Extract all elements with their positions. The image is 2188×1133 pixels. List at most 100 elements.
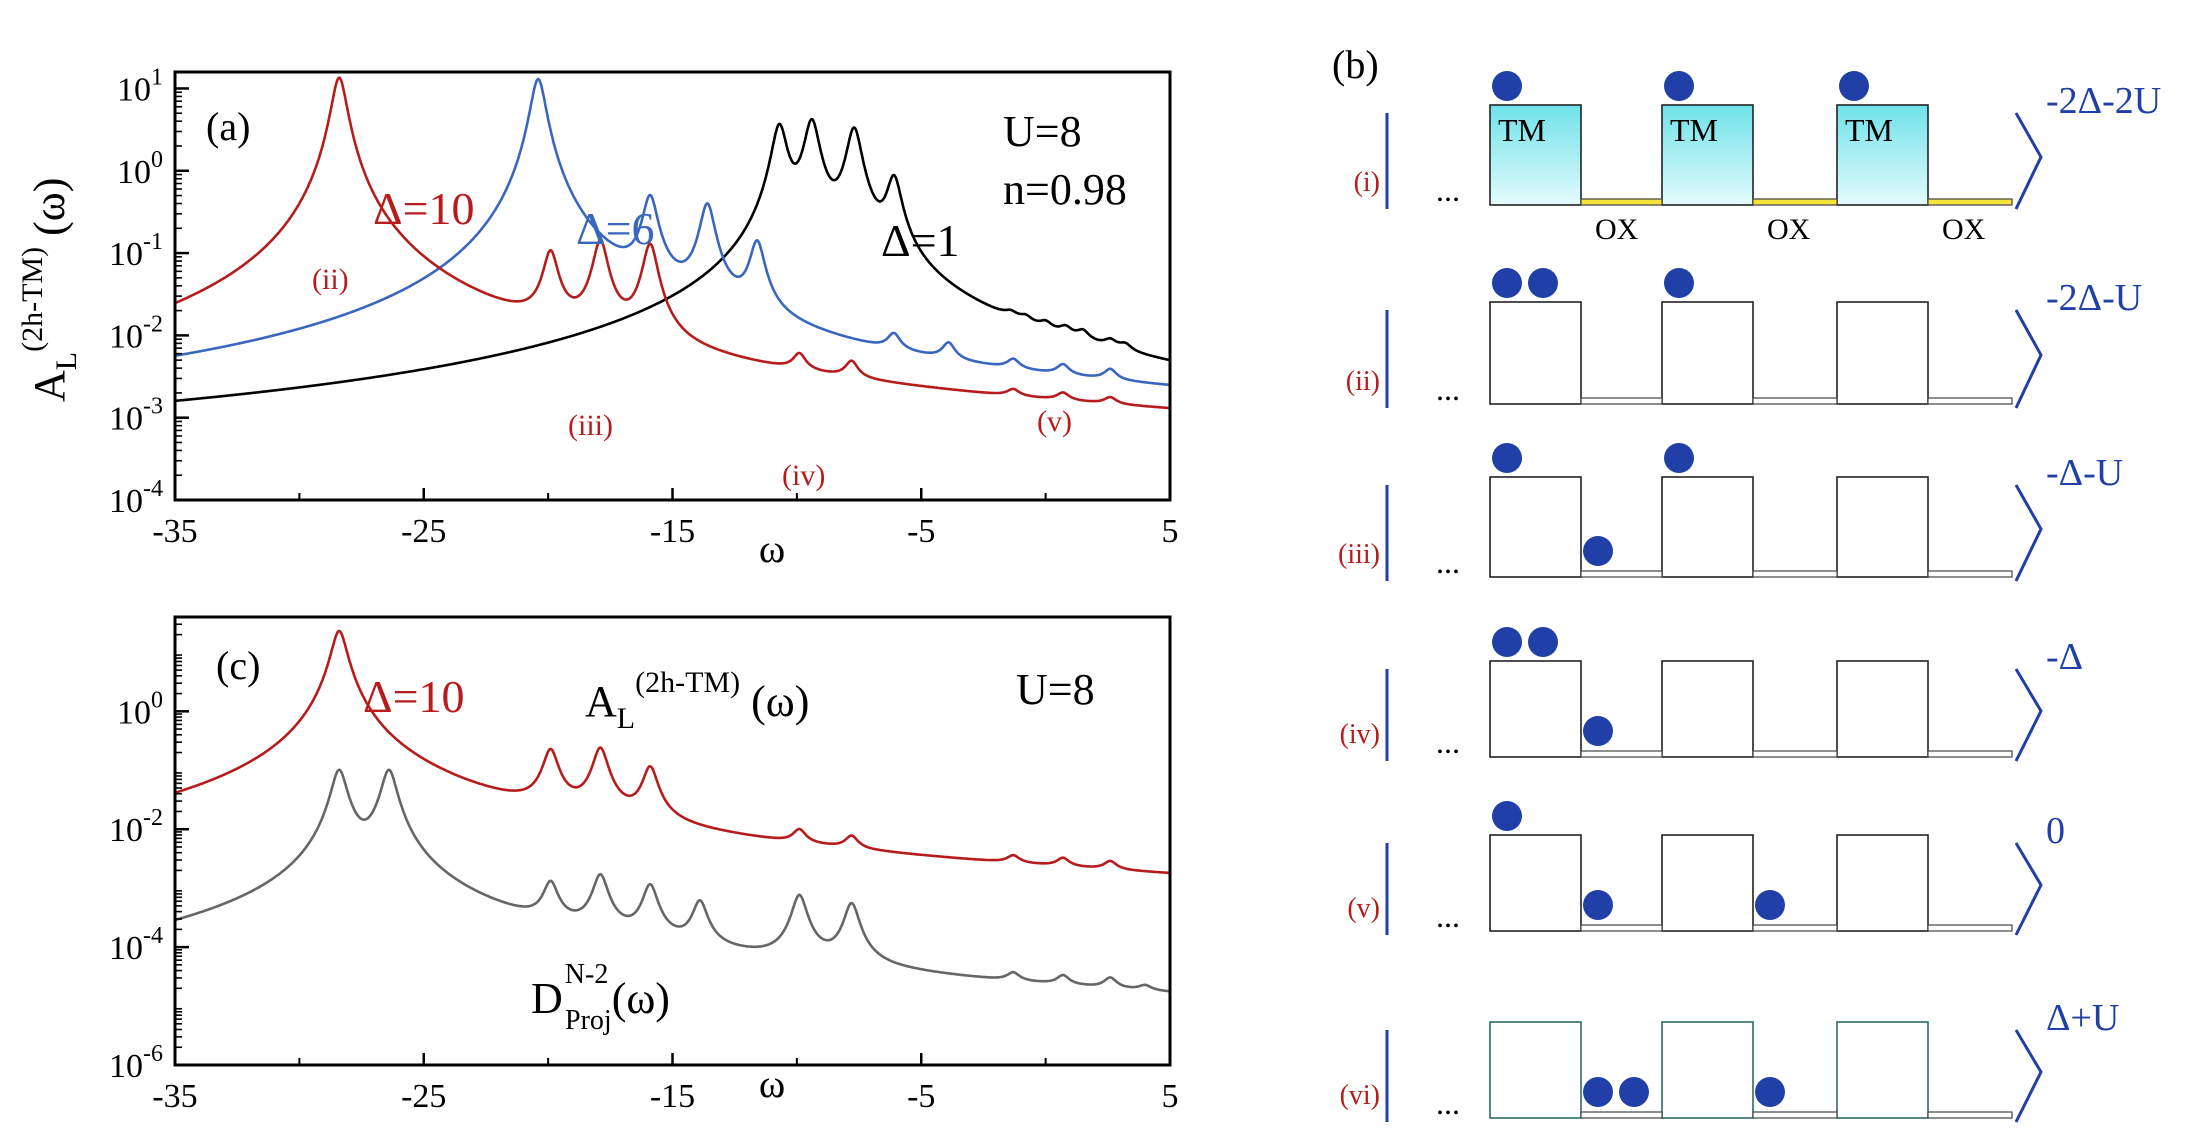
ox-site (1580, 570, 1663, 578)
state-energy: -2Δ-2U (2046, 80, 2161, 122)
x-tick-label-a-0: -35 (152, 513, 197, 550)
y-tick-label-a-4: 100 (117, 147, 163, 191)
panel-a-annotation-u: U=8 (1003, 107, 1082, 156)
y-tick-label-a-0: 10-4 (109, 476, 163, 520)
ox-site (1927, 924, 2013, 932)
state-row-4: (v) ... 0 (1347, 801, 2065, 936)
panel-b-rows: (i) ... TM TM TM OX OX OX -2Δ-2U (ii) ... -2Δ-U (iii… (1338, 71, 2161, 1123)
series-line-c-1 (175, 768, 1170, 993)
state-row-2: (iii) ... -Δ-U (1338, 443, 2123, 582)
electron (1583, 890, 1613, 920)
ellipsis: ... (1436, 898, 1460, 934)
ox-site (1580, 397, 1663, 405)
ox-site (1927, 1111, 2013, 1119)
state-label: (ii) (1346, 366, 1380, 397)
electron (1492, 801, 1522, 831)
tm-site (1489, 834, 1582, 932)
panel-a-axes: -35 -25 -15 -5 5 10-4 10-3 10-2 10-1 100 101 (109, 64, 1179, 550)
electron (1528, 627, 1558, 657)
x-tick-label-c-2: -15 (650, 1078, 695, 1115)
electron (1583, 1077, 1613, 1107)
series-line-a-1 (175, 77, 1170, 387)
panel-a-curves (175, 76, 1170, 410)
tm-site (1661, 301, 1754, 405)
panel-c-annotation-u: U=8 (1016, 665, 1095, 714)
ox-site (1752, 1111, 1838, 1119)
state-energy: -2Δ-U (2046, 277, 2142, 319)
tm-label: TM (1670, 112, 1718, 148)
panel-a-xlabel: ω (759, 526, 785, 571)
ellipsis: ... (1436, 724, 1460, 760)
y-tick-label-c-1: 10-4 (109, 923, 163, 967)
series-line-a-0 (175, 117, 1170, 403)
tm-site (1836, 476, 1929, 578)
series-label-delta-10: Δ=10 (373, 183, 475, 234)
tm-site (1836, 1021, 1929, 1119)
ox-site (1752, 750, 1838, 758)
ket-angle (2014, 484, 2043, 582)
panel-c-label: (c) (216, 643, 260, 688)
panel-c-xlabel: ω (759, 1061, 785, 1106)
tm-site (1836, 660, 1929, 758)
ylabel-base: A (25, 370, 74, 402)
series-label-delta-6: Δ=6 (576, 203, 655, 254)
ket-angle (2014, 668, 2043, 762)
ellipsis: ... (1436, 1085, 1460, 1121)
y-tick-label-a-1: 10-3 (109, 394, 163, 438)
tm-site (1489, 1021, 1582, 1119)
tm-site (1661, 1021, 1754, 1119)
ox-site (1927, 750, 2013, 758)
electron (1664, 443, 1694, 473)
y-tick-label-a-2: 10-2 (109, 311, 163, 355)
ox-site (1580, 924, 1663, 932)
ox-label: OX (1767, 213, 1811, 246)
a-label-base: A (585, 677, 617, 726)
ket-angle (2014, 842, 2043, 936)
panel-a-label: (a) (206, 104, 250, 149)
state-row-3: (iv) ... -Δ (1340, 627, 2083, 762)
ox-site (1927, 397, 2013, 405)
state-row-5: (vi) ... Δ+U (1340, 997, 2119, 1123)
a-label-tail: (ω) (740, 677, 809, 726)
ox-site (1580, 1111, 1663, 1119)
tm-site (1836, 834, 1929, 932)
d-label-sub: Proj (565, 1005, 612, 1036)
ox-site (1927, 198, 2013, 206)
a-label-sub: L (617, 702, 635, 735)
series-label-a-spectral: AL(2h-TM) (ω) (585, 666, 809, 735)
electron (1755, 1077, 1785, 1107)
panel-c-chart: -35 -25 -15 -5 5 10-6 10-4 10-2 100 (c) Δ=10 U=8… (109, 615, 1179, 1115)
series-line-a-2 (175, 76, 1170, 410)
electron (1839, 71, 1869, 101)
panel-a-annotation-n: n=0.98 (1003, 165, 1127, 214)
tm-site (1661, 660, 1754, 758)
peak-label-ii: (ii) (312, 263, 349, 296)
electron (1664, 268, 1694, 298)
tm-site (1489, 660, 1582, 758)
y-tick-label-c-0: 10-6 (109, 1041, 163, 1085)
tm-site (1661, 834, 1754, 932)
tm-label: TM (1498, 112, 1546, 148)
ox-label: OX (1942, 213, 1986, 246)
series-line-c-0 (175, 629, 1170, 875)
ox-site (1752, 570, 1838, 578)
ox-site (1927, 570, 2013, 578)
state-energy: -Δ (2046, 636, 2083, 678)
y-tick-label-c-3: 100 (117, 687, 163, 731)
d-label-base: D (531, 974, 563, 1023)
electron (1583, 536, 1613, 566)
state-energy: -Δ-U (2046, 452, 2123, 494)
tm-site (1489, 104, 1582, 206)
tm-site (1489, 476, 1582, 578)
peak-label-iv: (iv) (782, 459, 825, 492)
ylabel-sup: (2h-TM) (16, 247, 49, 352)
ket-angle (2014, 112, 2043, 210)
state-label: (iii) (1338, 539, 1380, 570)
ket-angle (2014, 1029, 2043, 1123)
ellipsis: ... (1436, 172, 1460, 208)
electron (1664, 71, 1694, 101)
panel-b-diagram: (b) (i) ... TM TM TM OX OX OX -2Δ-2U (ii) ... -2Δ-U… (1332, 42, 2161, 1123)
x-tick-label-c-3: -5 (907, 1078, 935, 1115)
tm-site (1836, 104, 1929, 206)
